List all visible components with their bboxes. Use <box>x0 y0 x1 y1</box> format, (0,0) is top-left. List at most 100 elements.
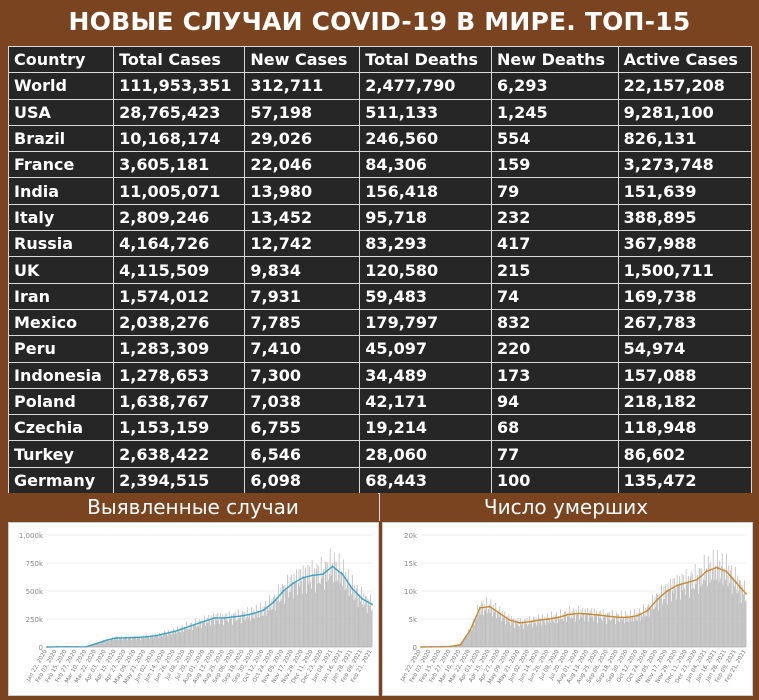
daily-bar <box>109 638 111 647</box>
daily-bar <box>233 613 235 647</box>
daily-bar <box>663 586 665 647</box>
trend-point <box>312 574 314 577</box>
daily-bar <box>552 621 554 647</box>
daily-bar <box>565 621 567 647</box>
daily-bar <box>730 570 731 647</box>
cell-country: Peru <box>7 335 115 363</box>
daily-bar <box>625 615 627 647</box>
daily-bar <box>696 580 698 647</box>
daily-bar <box>99 643 101 647</box>
daily-bar <box>509 622 511 647</box>
daily-bar <box>546 618 548 647</box>
daily-bar <box>565 611 566 647</box>
daily-bar <box>308 583 310 647</box>
daily-bar <box>485 608 487 647</box>
daily-bar <box>496 618 497 647</box>
daily-bar <box>536 625 538 647</box>
daily-bar <box>192 623 194 647</box>
daily-bar <box>551 611 552 647</box>
trend-point <box>548 618 550 620</box>
daily-bar <box>701 568 703 647</box>
cell-country: India <box>7 177 115 205</box>
daily-bar <box>211 619 213 647</box>
daily-bar <box>583 621 585 647</box>
daily-bar <box>351 594 352 647</box>
daily-bar <box>538 623 540 647</box>
table-row: India 11,005,071 13,980 156,418 79 151,639 <box>7 177 753 205</box>
daily-bar <box>127 639 128 647</box>
daily-bar <box>734 566 736 647</box>
daily-bar <box>519 626 520 647</box>
cell-total-cases: 1,283,309 <box>113 335 246 363</box>
daily-bar <box>161 632 163 647</box>
daily-bar <box>693 589 695 647</box>
daily-bar <box>694 564 696 647</box>
daily-bar <box>533 616 534 647</box>
cell-total-cases: 2,638,422 <box>113 440 246 468</box>
daily-bar <box>574 611 575 647</box>
daily-bar <box>116 636 118 647</box>
daily-bar <box>720 578 722 647</box>
table-row: Turkey 2,638,422 6,546 28,060 77 86,602 <box>7 440 753 468</box>
daily-bar <box>125 635 127 647</box>
daily-bar <box>220 619 222 647</box>
daily-bar <box>315 592 316 647</box>
daily-bar <box>515 619 517 647</box>
cell-country: Poland <box>7 387 115 416</box>
daily-bar <box>693 588 694 647</box>
cell-active-cases: 118,948 <box>617 414 753 442</box>
daily-bar <box>729 583 731 647</box>
daily-bar <box>524 619 525 647</box>
y-tick-label: 10k <box>404 588 418 596</box>
daily-bar <box>617 620 619 647</box>
daily-bar <box>587 607 589 647</box>
trend-point <box>134 636 137 639</box>
daily-bar <box>651 608 653 647</box>
daily-bar <box>363 593 365 647</box>
daily-bar <box>572 618 574 647</box>
daily-bar <box>324 561 326 647</box>
col-header-country: Country <box>7 45 115 74</box>
daily-bar <box>95 644 96 647</box>
daily-bar <box>288 591 290 647</box>
daily-bar <box>460 643 462 647</box>
daily-bar <box>205 625 206 647</box>
daily-bar <box>539 618 541 647</box>
cell-total-cases: 1,278,653 <box>113 361 246 389</box>
daily-bar <box>515 620 516 647</box>
cell-new-deaths: 159 <box>490 151 619 179</box>
daily-bar <box>238 618 240 647</box>
daily-bar <box>713 580 715 647</box>
daily-bar <box>544 616 546 647</box>
daily-bar <box>268 610 270 647</box>
cell-new-deaths: 6,293 <box>490 72 619 100</box>
daily-bar <box>269 607 271 647</box>
daily-bar <box>657 595 658 647</box>
daily-bar <box>131 639 132 647</box>
daily-bar <box>712 549 714 647</box>
trend-point <box>459 643 462 646</box>
daily-bar <box>207 623 209 647</box>
daily-bar <box>150 635 151 647</box>
daily-bar <box>251 607 252 647</box>
daily-bar <box>528 616 530 647</box>
daily-bar <box>186 628 188 647</box>
daily-bar <box>229 618 231 647</box>
daily-bar <box>215 614 217 647</box>
daily-bar <box>464 638 466 647</box>
daily-bar <box>325 562 327 647</box>
cell-country: Turkey <box>7 440 115 468</box>
daily-bar <box>501 621 502 647</box>
daily-bar <box>98 642 100 647</box>
daily-bar <box>506 617 507 647</box>
cell-new-cases: 57,198 <box>244 98 361 126</box>
y-tick-label: 15k <box>404 560 418 568</box>
daily-bar <box>296 595 298 647</box>
cell-new-cases: 12,742 <box>244 230 361 258</box>
daily-bar <box>697 574 699 647</box>
cell-active-cases: 1,500,711 <box>617 256 753 284</box>
daily-bar <box>294 582 296 647</box>
daily-bar <box>259 617 261 647</box>
daily-bar <box>471 630 473 647</box>
daily-bar <box>487 612 488 647</box>
